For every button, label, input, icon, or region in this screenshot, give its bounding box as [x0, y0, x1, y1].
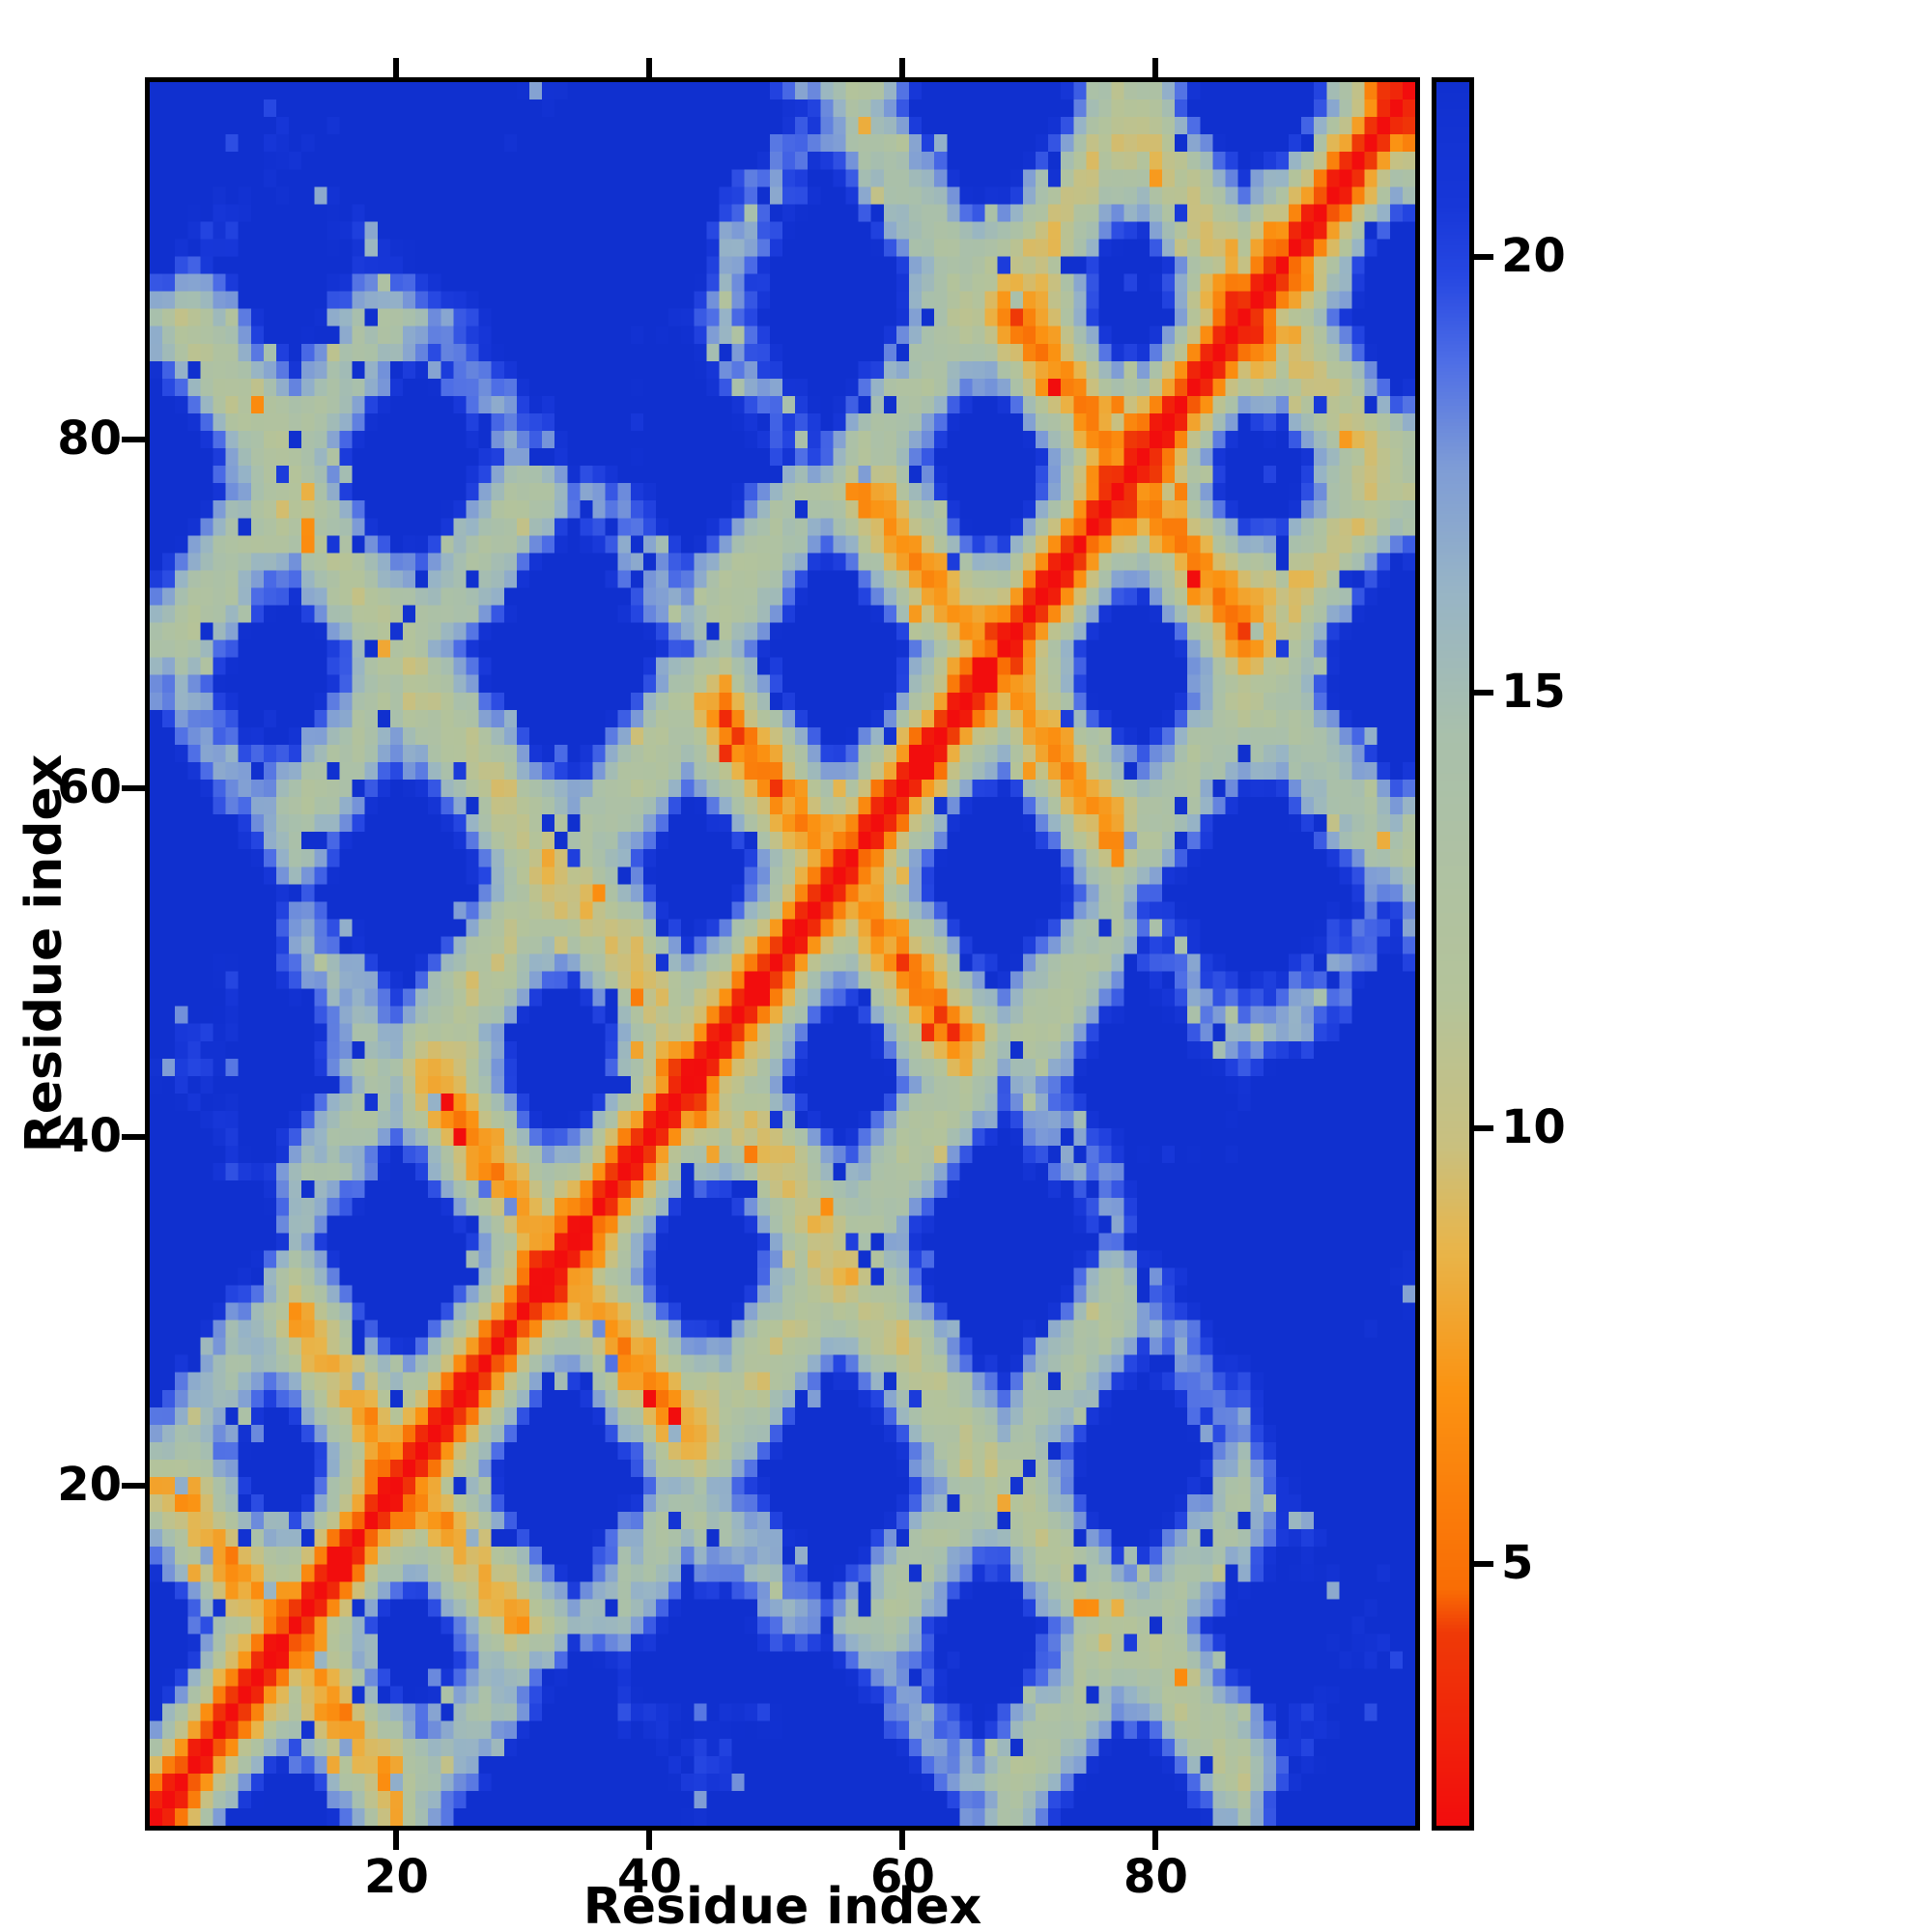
- colorbar-tick: [1474, 253, 1493, 260]
- y-tick-label: 20: [57, 1458, 122, 1513]
- y-tick: [122, 785, 145, 792]
- x-tick-label: 80: [1123, 1850, 1188, 1904]
- y-axis-label: Residue index: [15, 753, 73, 1153]
- colorbar-tick: [1474, 689, 1493, 696]
- y-tick: [122, 1134, 145, 1141]
- x-tick: [646, 1831, 653, 1850]
- x-tick: [899, 1831, 906, 1850]
- x-tick-top: [899, 58, 906, 77]
- y-tick-label: 60: [57, 760, 122, 815]
- x-tick-label: 20: [364, 1850, 429, 1904]
- colorbar-tick: [1474, 1561, 1493, 1568]
- y-tick: [122, 437, 145, 443]
- x-tick: [393, 1831, 400, 1850]
- colorbar-tick-label: 10: [1501, 1100, 1566, 1154]
- x-tick-top: [646, 58, 653, 77]
- y-tick-label: 40: [57, 1109, 122, 1164]
- x-tick-top: [1152, 58, 1159, 77]
- x-tick-label: 40: [617, 1850, 682, 1904]
- x-tick-label: 60: [870, 1850, 935, 1904]
- colorbar-tick: [1474, 1125, 1493, 1131]
- x-tick: [1152, 1831, 1159, 1850]
- x-axis-label: Residue index: [582, 1878, 982, 1932]
- y-tick: [122, 1483, 145, 1490]
- y-tick-label: 80: [57, 412, 122, 467]
- colorbar-tick-label: 15: [1501, 664, 1566, 719]
- x-tick-top: [393, 58, 400, 77]
- colorbar-tick-label: 20: [1501, 228, 1566, 283]
- colorbar-tick-label: 5: [1501, 1536, 1534, 1591]
- colorbar-canvas: [1432, 77, 1474, 1831]
- heatmap-canvas: [145, 77, 1420, 1831]
